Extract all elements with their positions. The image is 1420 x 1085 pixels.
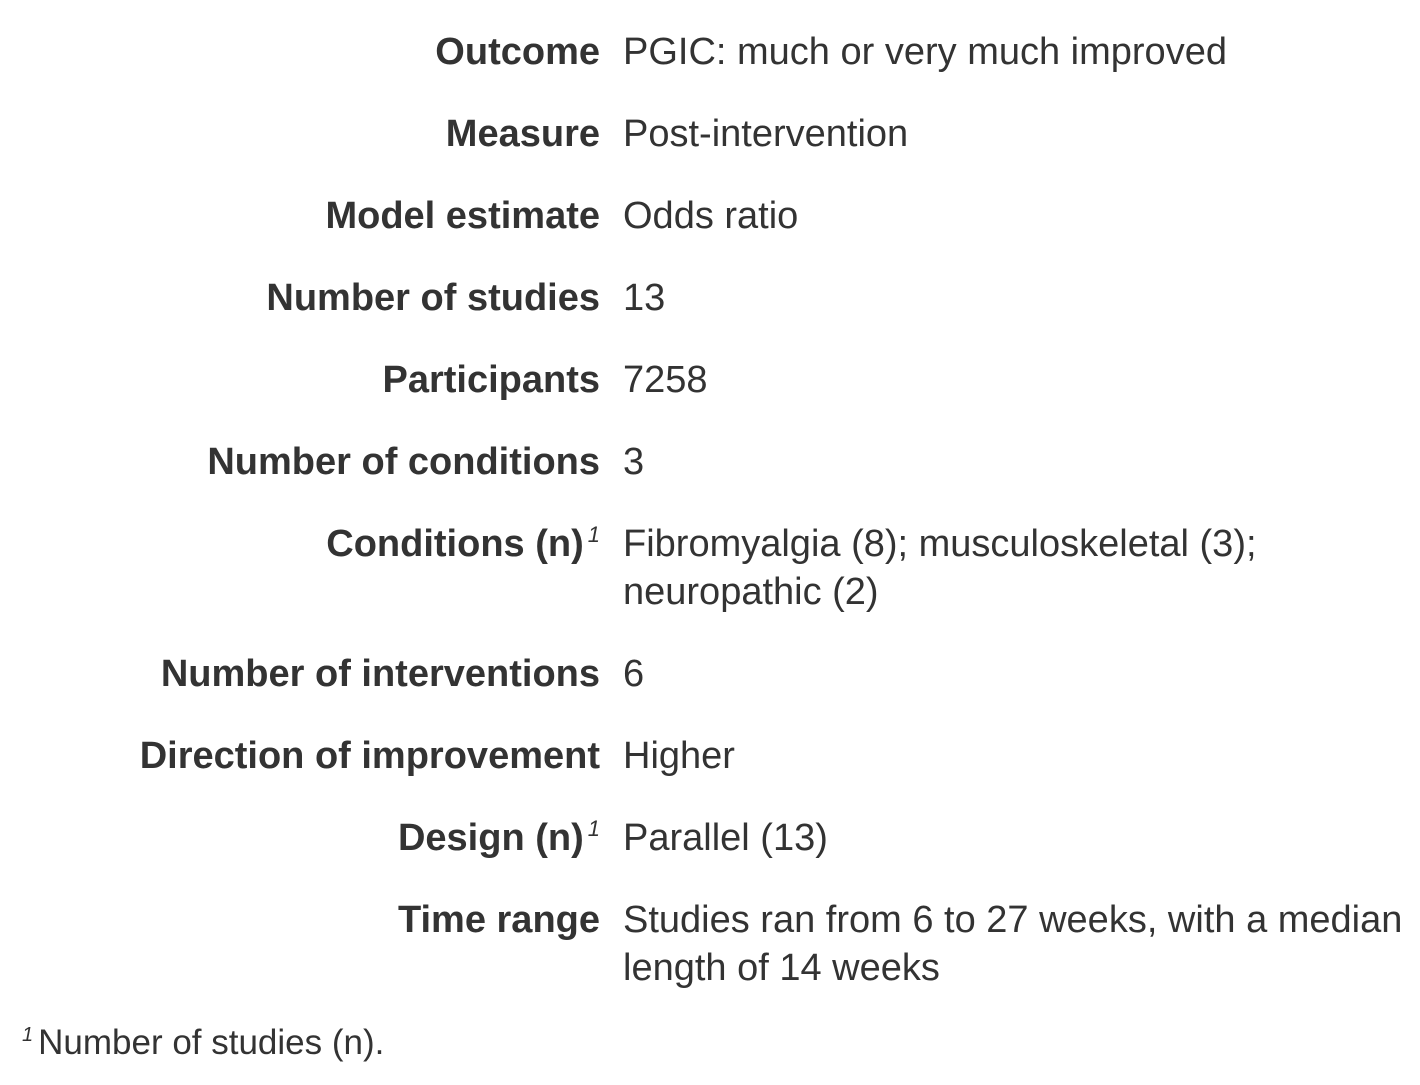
row-value: 7258 <box>623 359 708 401</box>
row-value: Post-intervention <box>623 113 909 155</box>
footnote-reference: 1 <box>587 816 600 842</box>
footnote-mark: 1 <box>22 1024 34 1047</box>
table-row: Measure Post-intervention <box>0 76 1420 158</box>
row-label: Participants <box>0 322 600 404</box>
row-label: Conditions (n) 1 <box>0 486 600 616</box>
row-label-text: Measure <box>445 113 600 155</box>
row-value: Higher <box>623 735 735 777</box>
row-value: Fibromyalgia (8); musculoskeletal (3); n… <box>623 523 1257 613</box>
table-row: Direction of improvement Higher <box>0 698 1420 780</box>
row-value: Odds ratio <box>623 195 799 237</box>
row-label-text: Conditions (n) <box>326 523 584 565</box>
summary-table: Outcome PGIC: much or very much improved M… <box>0 0 1420 992</box>
row-label: Direction of improvement <box>0 698 600 780</box>
row-label-text: Direction of improvement <box>139 735 600 777</box>
table-row: Number of conditions 3 <box>0 404 1420 486</box>
row-value: Studies ran from 6 to 27 weeks, with a m… <box>623 899 1403 989</box>
row-value: 3 <box>623 441 645 483</box>
row-label-text: Time range <box>397 899 600 941</box>
row-label-text: Number of studies <box>266 277 600 319</box>
footnote-text: Number of studies (n). <box>38 1023 385 1062</box>
row-label-text: Outcome <box>435 31 600 73</box>
footnote: 1 Number of studies (n). <box>22 1020 384 1066</box>
row-label-text: Number of interventions <box>160 653 600 695</box>
table-row: Outcome PGIC: much or very much improved <box>0 0 1420 76</box>
row-label-text: Participants <box>382 359 600 401</box>
row-label: Number of conditions <box>0 404 600 486</box>
row-label-text: Design (n) <box>397 817 584 859</box>
table-row: Time range Studies ran from 6 to 27 weeks… <box>0 862 1420 992</box>
table-row: Participants 7258 <box>0 322 1420 404</box>
row-value: PGIC: much or very much improved <box>623 31 1227 73</box>
row-label: Number of interventions <box>0 616 600 698</box>
row-label: Design (n) 1 <box>0 780 600 862</box>
row-value: 6 <box>623 653 645 695</box>
table-row: Conditions (n) 1 Fibromyalgia (8); musculo… <box>0 486 1420 616</box>
row-label: Measure <box>0 76 600 158</box>
table-row: Design (n) 1 Parallel (13) <box>0 780 1420 862</box>
table-row: Number of interventions 6 <box>0 616 1420 698</box>
row-label: Number of studies <box>0 240 600 322</box>
row-label: Time range <box>0 862 600 992</box>
row-label-text: Model estimate <box>325 195 600 237</box>
row-value: 13 <box>623 277 666 319</box>
table-row: Number of studies 13 <box>0 240 1420 322</box>
row-label: Model estimate <box>0 158 600 240</box>
footnote-reference: 1 <box>587 522 600 548</box>
summary-table-body: Outcome PGIC: much or very much improved M… <box>0 0 1420 992</box>
row-label: Outcome <box>0 0 600 76</box>
row-label-text: Number of conditions <box>207 441 600 483</box>
table-row: Model estimate Odds ratio <box>0 158 1420 240</box>
row-value: Parallel (13) <box>623 817 828 859</box>
